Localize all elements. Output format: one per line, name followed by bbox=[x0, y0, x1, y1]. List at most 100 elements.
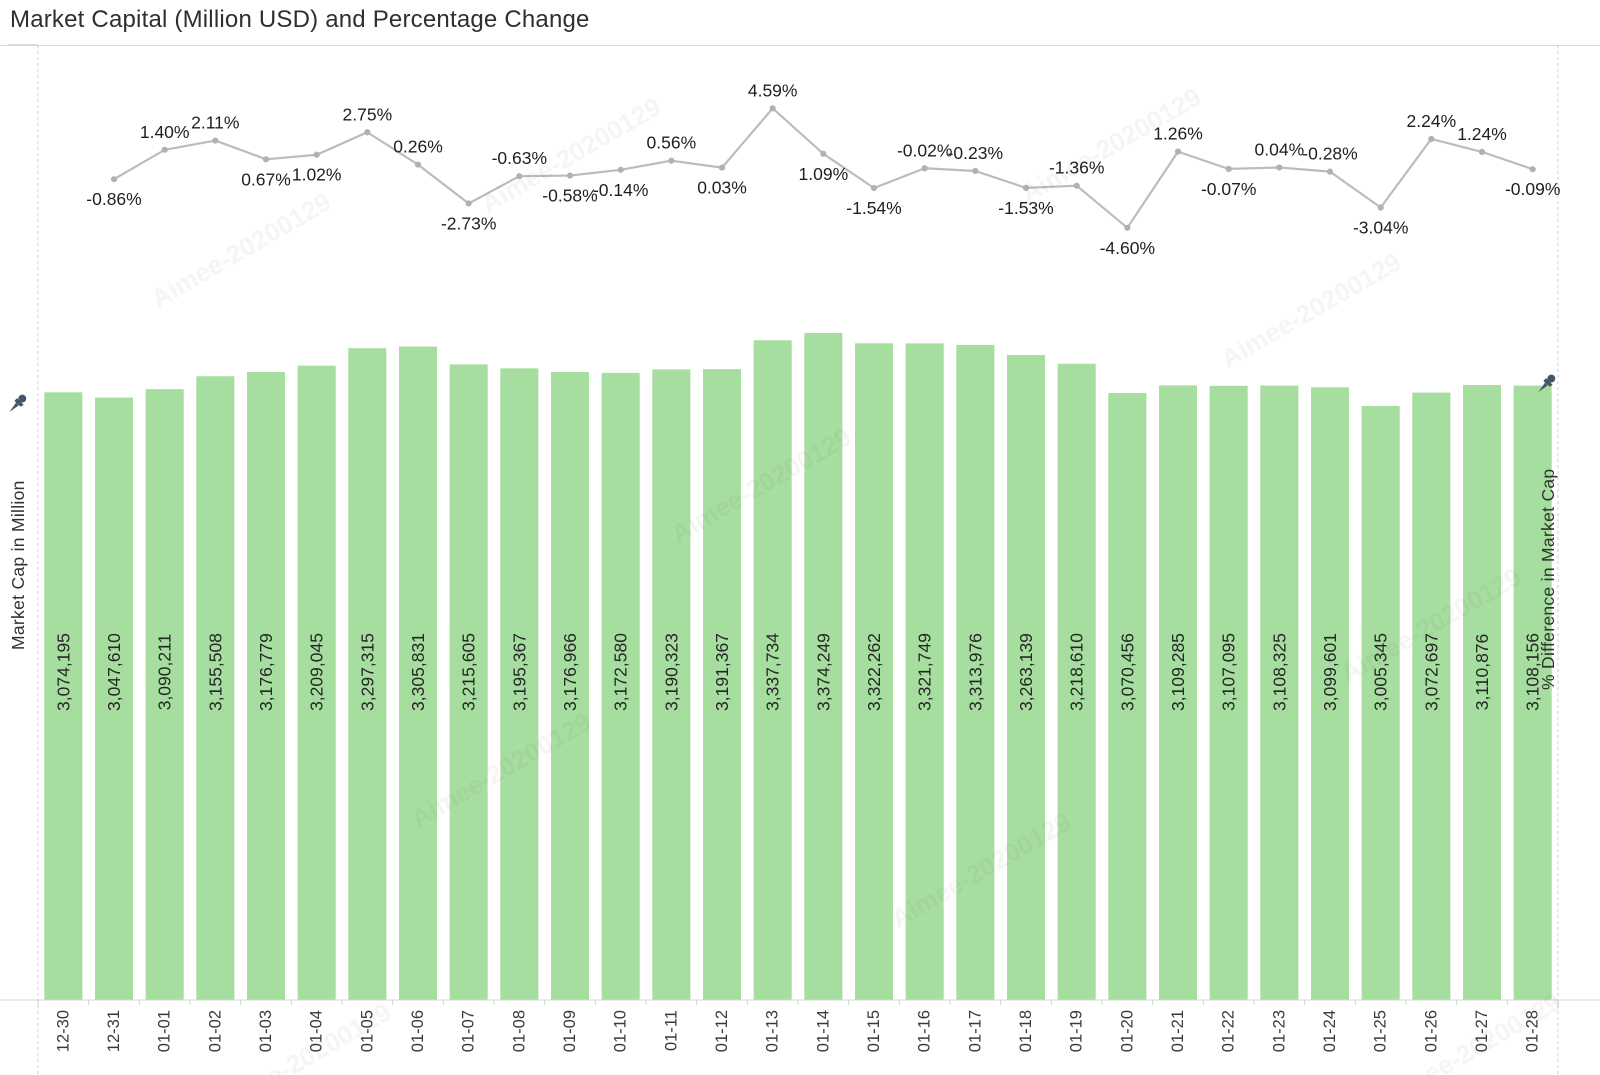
pin-icon[interactable] bbox=[1537, 372, 1559, 394]
bar-01-23[interactable] bbox=[1260, 385, 1299, 1000]
x-tick-label-01-26: 01-26 bbox=[1422, 1010, 1440, 1052]
bar-01-09[interactable] bbox=[551, 371, 589, 1000]
x-tick-label-01-07: 01-07 bbox=[460, 1010, 478, 1052]
x-tick-label-01-10: 01-10 bbox=[612, 1010, 630, 1052]
bar-01-26[interactable] bbox=[1412, 392, 1451, 1000]
bar-value-label: 3,108,325 bbox=[1269, 633, 1289, 711]
pct-point-01-25[interactable] bbox=[1377, 204, 1384, 211]
x-tick-label-01-05: 01-05 bbox=[358, 1010, 376, 1052]
bar-value-label: 3,005,345 bbox=[1371, 633, 1391, 711]
x-tick-label-01-27: 01-27 bbox=[1473, 1010, 1491, 1052]
pct-point-01-21[interactable] bbox=[1174, 148, 1182, 155]
pct-point-01-07[interactable] bbox=[465, 200, 472, 207]
pct-label: -4.60% bbox=[1100, 238, 1155, 258]
title-divider bbox=[0, 45, 1600, 46]
pct-label: -1.53% bbox=[998, 198, 1053, 218]
bar-01-12[interactable] bbox=[703, 369, 741, 1000]
bar-value-label: 3,218,610 bbox=[1067, 633, 1087, 711]
pct-point-01-01[interactable] bbox=[161, 146, 168, 153]
pct-point-01-06[interactable] bbox=[414, 161, 422, 168]
pct-point-01-23[interactable] bbox=[1276, 164, 1283, 171]
bar-01-18[interactable] bbox=[1007, 354, 1045, 1000]
bar-01-24[interactable] bbox=[1311, 387, 1349, 1000]
pct-point-01-11[interactable] bbox=[668, 157, 675, 164]
bar-value-label: 3,109,285 bbox=[1168, 633, 1188, 711]
bar-01-19[interactable] bbox=[1057, 363, 1096, 1000]
pin-icon[interactable] bbox=[8, 392, 30, 414]
bar-value-label: 3,070,456 bbox=[1117, 633, 1137, 711]
bar-01-16[interactable] bbox=[905, 343, 944, 1000]
pct-point-01-20[interactable] bbox=[1124, 224, 1131, 231]
pct-label: 0.03% bbox=[697, 178, 747, 198]
pct-point-01-19[interactable] bbox=[1073, 182, 1080, 189]
bar-01-01[interactable] bbox=[145, 389, 184, 1000]
pct-point-01-02[interactable] bbox=[212, 137, 219, 144]
bar-01-14[interactable] bbox=[804, 333, 843, 1000]
bar-01-11[interactable] bbox=[652, 369, 691, 1001]
bar-01-22[interactable] bbox=[1209, 385, 1248, 1000]
pct-label: 1.09% bbox=[799, 164, 849, 184]
pct-label: -0.07% bbox=[1201, 179, 1256, 199]
bar-01-20[interactable] bbox=[1108, 393, 1147, 1000]
bar-01-06[interactable] bbox=[399, 346, 437, 1001]
pct-point-01-18[interactable] bbox=[1022, 184, 1030, 191]
bar-01-02[interactable] bbox=[196, 376, 235, 1000]
x-tick-label-01-23: 01-23 bbox=[1270, 1010, 1288, 1052]
x-tick-label-01-22: 01-22 bbox=[1220, 1010, 1238, 1052]
bar-value-label: 3,107,095 bbox=[1219, 633, 1239, 711]
pct-label: -0.23% bbox=[948, 143, 1003, 163]
pct-point-01-15[interactable] bbox=[870, 184, 878, 192]
pct-point-01-09[interactable] bbox=[566, 172, 574, 179]
pct-point-01-27[interactable] bbox=[1478, 148, 1486, 155]
pct-point-01-26[interactable] bbox=[1428, 135, 1435, 142]
bar-01-17[interactable] bbox=[956, 344, 995, 1000]
bar-value-label: 3,305,831 bbox=[408, 633, 428, 711]
bar-value-label: 3,090,211 bbox=[155, 634, 175, 711]
bar-value-label: 3,313,976 bbox=[965, 633, 985, 711]
bar-01-04[interactable] bbox=[297, 365, 336, 1000]
pct-point-01-10[interactable] bbox=[617, 166, 624, 173]
bar-value-label: 3,072,697 bbox=[1421, 633, 1441, 711]
pct-point-01-14[interactable] bbox=[820, 150, 827, 157]
pct-label: 4.59% bbox=[748, 80, 798, 100]
pct-point-01-04[interactable] bbox=[313, 151, 320, 158]
bar-01-10[interactable] bbox=[601, 372, 640, 1001]
x-tick-label-01-18: 01-18 bbox=[1017, 1010, 1035, 1052]
pct-point-01-22[interactable] bbox=[1225, 165, 1232, 173]
bar-01-21[interactable] bbox=[1159, 385, 1197, 1000]
pct-point-01-24[interactable] bbox=[1326, 168, 1334, 175]
bar-01-27[interactable] bbox=[1463, 385, 1501, 1000]
pct-point-01-13[interactable] bbox=[769, 105, 776, 112]
bar-value-label: 3,297,315 bbox=[357, 633, 377, 711]
pct-point-01-05[interactable] bbox=[364, 129, 371, 136]
chart-title: Market Capital (Million USD) and Percent… bbox=[10, 6, 590, 33]
bar-value-label: 3,108,156 bbox=[1523, 633, 1543, 711]
pct-label: -0.28% bbox=[1302, 144, 1357, 164]
left-axis-title: Market Cap in Million bbox=[8, 480, 28, 650]
x-tick-label-01-11: 01-11 bbox=[662, 1010, 680, 1051]
pct-label: 0.04% bbox=[1255, 139, 1305, 159]
bar-01-03[interactable] bbox=[247, 372, 285, 1000]
bar-01-07[interactable] bbox=[449, 364, 488, 1000]
pct-point-12-31[interactable] bbox=[110, 176, 118, 183]
bar-01-15[interactable] bbox=[855, 343, 893, 1000]
bar-01-08[interactable] bbox=[500, 368, 539, 1001]
pct-point-01-17[interactable] bbox=[972, 167, 979, 175]
bar-01-28[interactable] bbox=[1513, 385, 1552, 1000]
bar-value-label: 3,047,610 bbox=[104, 633, 124, 711]
pct-point-01-03[interactable] bbox=[262, 156, 270, 163]
pct-label: 0.67% bbox=[241, 169, 291, 189]
pct-point-01-08[interactable] bbox=[516, 173, 523, 180]
pct-point-01-28[interactable] bbox=[1529, 166, 1536, 173]
bar-01-25[interactable] bbox=[1361, 405, 1400, 1000]
pct-point-01-12[interactable] bbox=[718, 164, 726, 171]
x-tick-label-01-08: 01-08 bbox=[510, 1010, 528, 1052]
bar-12-30[interactable] bbox=[44, 392, 83, 1000]
pct-label: -0.02% bbox=[897, 140, 952, 160]
bar-12-31[interactable] bbox=[95, 397, 133, 1001]
bar-01-05[interactable] bbox=[348, 348, 387, 1000]
bar-value-label: 3,374,249 bbox=[813, 633, 833, 711]
pct-point-01-16[interactable] bbox=[921, 165, 928, 172]
bar-01-13[interactable] bbox=[753, 340, 792, 1001]
